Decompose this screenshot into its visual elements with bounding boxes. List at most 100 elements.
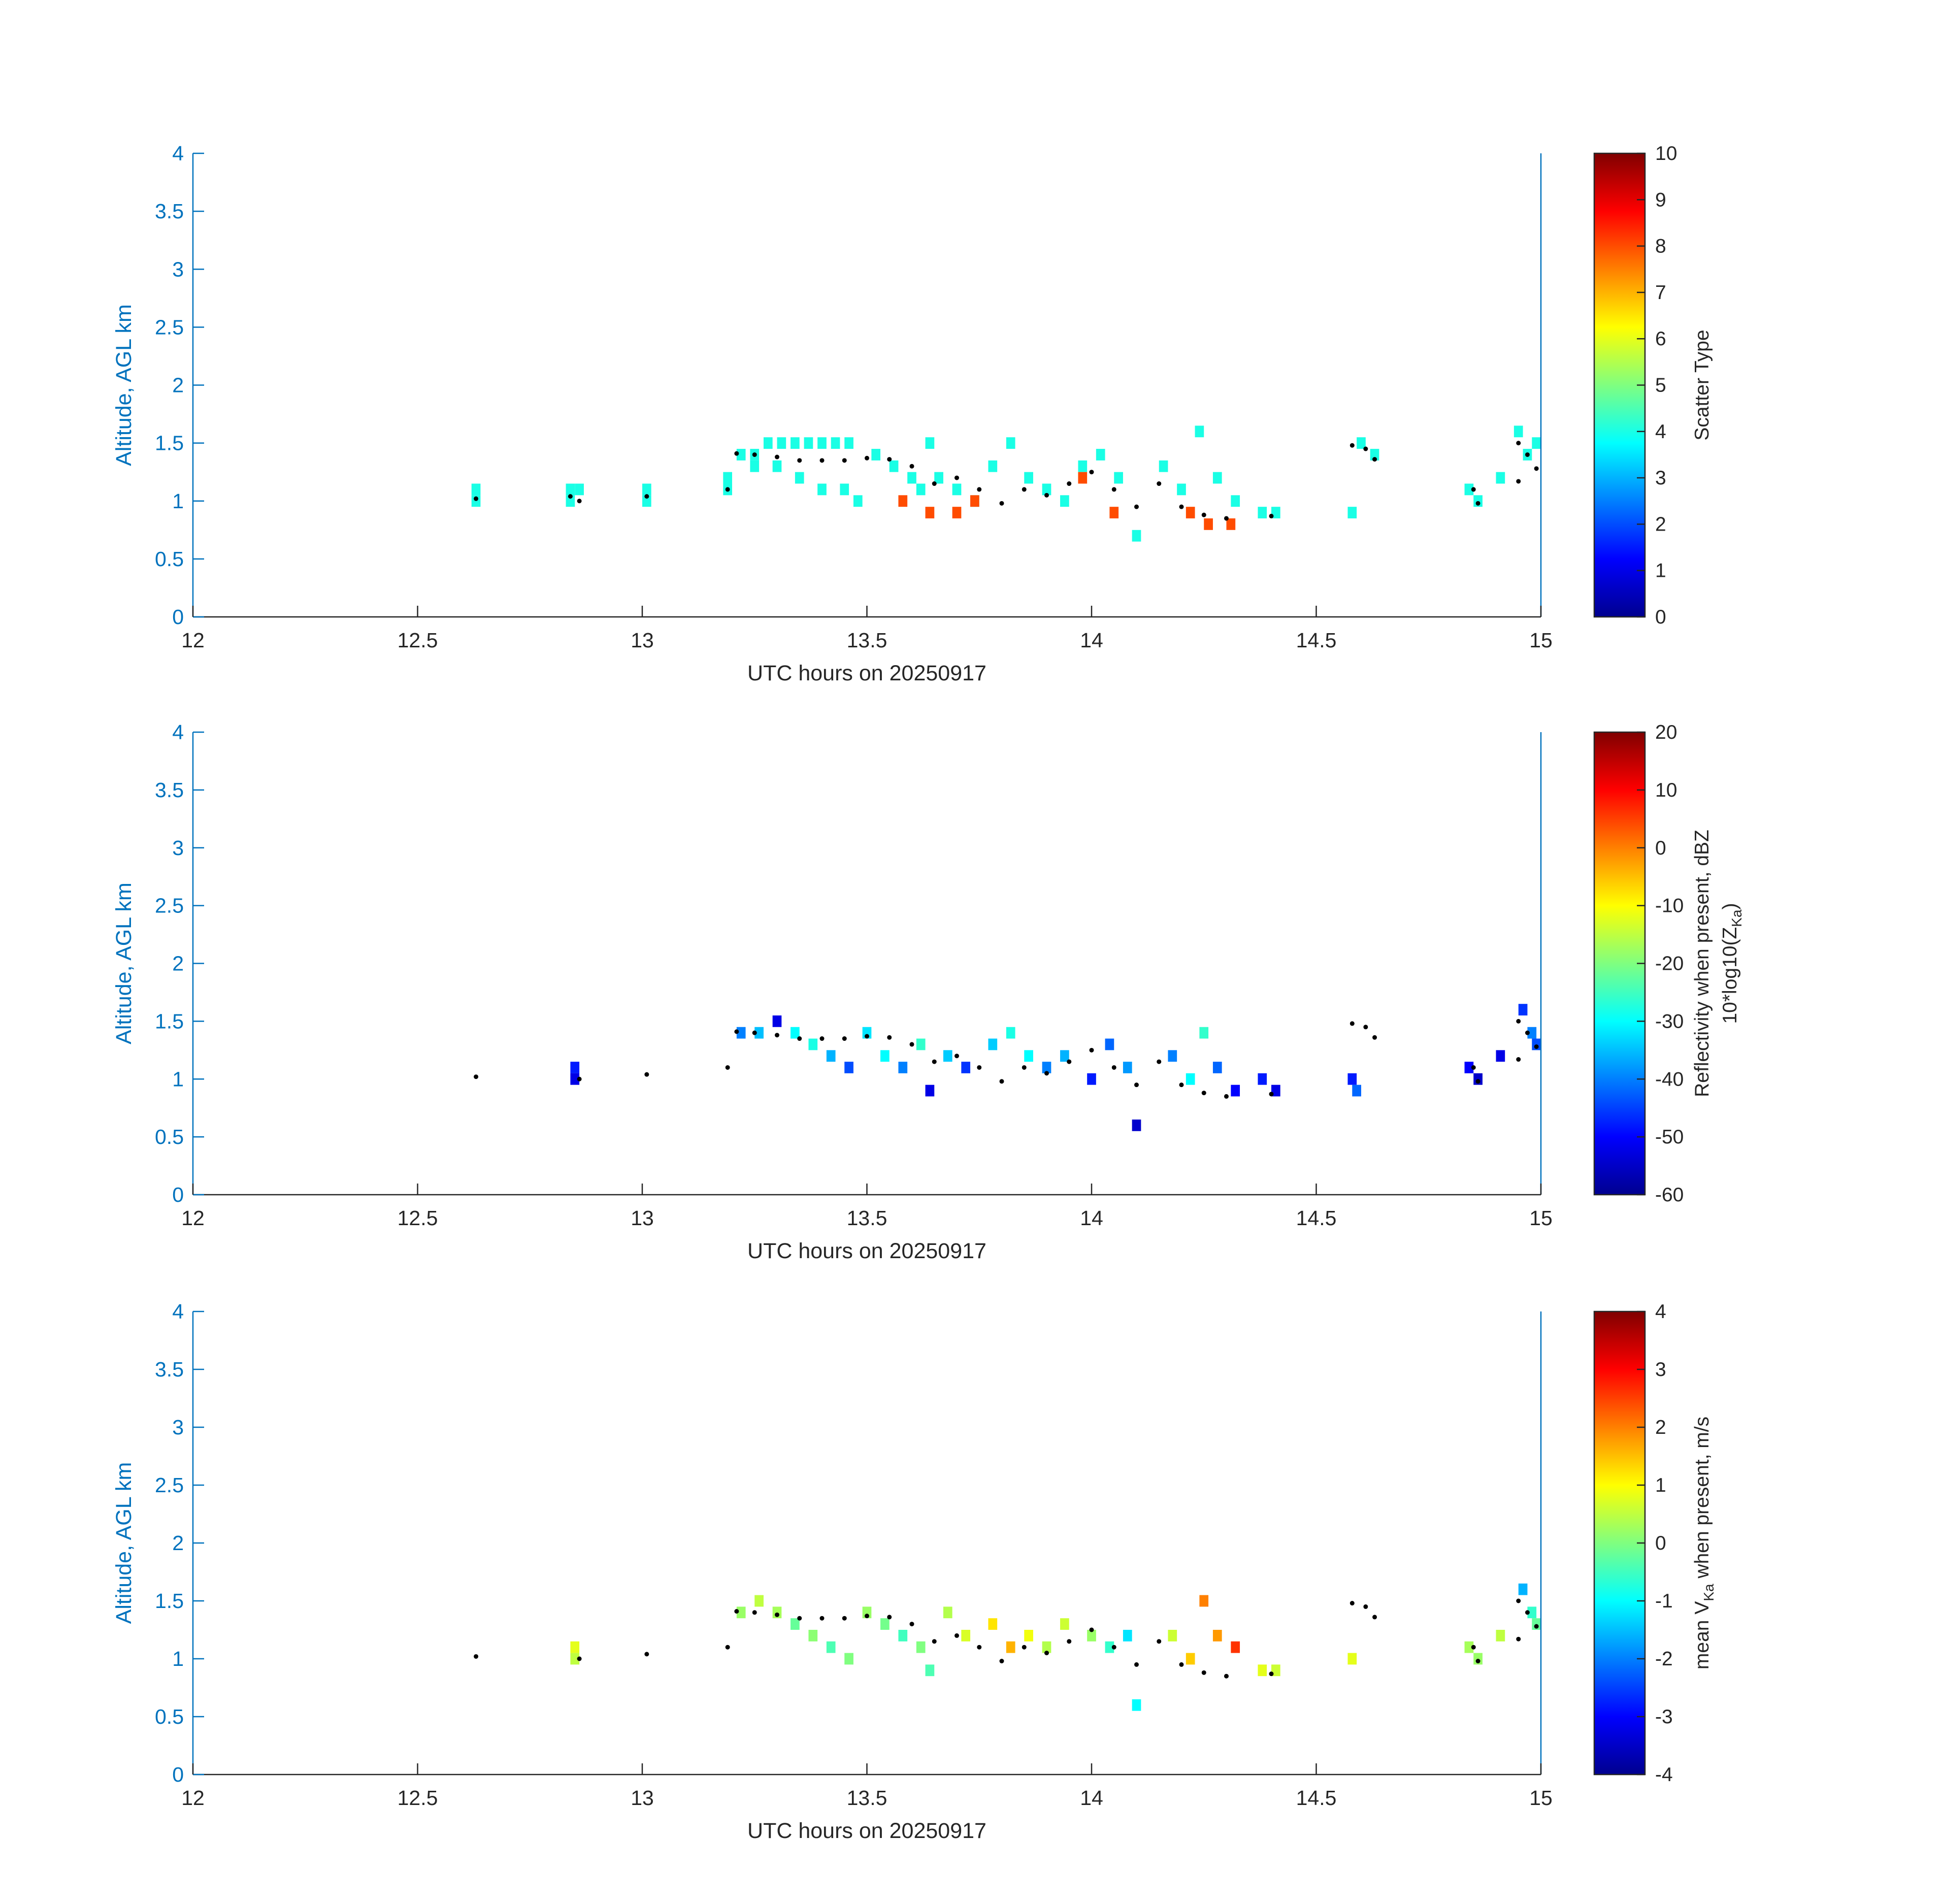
- data-point: [1224, 1673, 1229, 1679]
- y-tick-label: 2: [172, 952, 184, 975]
- heatmap-cell: [1132, 1699, 1141, 1711]
- heatmap-cell: [1132, 530, 1141, 542]
- heatmap-cell: [1513, 425, 1523, 438]
- heatmap-cell: [791, 437, 800, 449]
- x-tick-label: 14.5: [1296, 629, 1337, 652]
- heatmap-cell: [1060, 1050, 1069, 1062]
- data-point: [1363, 1025, 1368, 1030]
- heatmap-cell: [840, 483, 849, 496]
- data-point: [775, 1612, 779, 1617]
- data-point: [865, 455, 869, 461]
- colorbar-tick-label: 1: [1655, 560, 1666, 582]
- heatmap-cell: [925, 1085, 935, 1097]
- heatmap-cell: [1527, 1027, 1537, 1039]
- data-point: [1516, 1636, 1521, 1642]
- data-point: [752, 1030, 757, 1035]
- colorbar-tick-label: 20: [1655, 721, 1677, 743]
- heatmap-cell: [736, 1606, 746, 1619]
- y-tick-label: 1: [172, 1647, 184, 1670]
- heatmap-cell: [1271, 507, 1280, 518]
- data-point: [1179, 1082, 1184, 1088]
- x-tick-label: 15: [1529, 1206, 1553, 1230]
- heatmap-cell: [952, 483, 962, 496]
- heatmap-cell: [570, 1641, 580, 1653]
- heatmap-cell: [1370, 449, 1379, 461]
- heatmap-cell: [570, 1653, 580, 1665]
- heatmap-cell: [1078, 472, 1088, 484]
- colorbar-tick-label: -50: [1655, 1126, 1684, 1148]
- colorbar-tick-label: -2: [1655, 1648, 1673, 1670]
- heatmap-cell: [754, 1595, 764, 1607]
- y-tick-label: 0.5: [155, 1705, 184, 1728]
- heatmap-cell: [772, 460, 782, 472]
- colorbar-tick-label: -3: [1655, 1706, 1673, 1728]
- heatmap-cell: [1532, 1618, 1541, 1630]
- data-point: [797, 458, 802, 463]
- x-tick-label: 12.5: [398, 629, 438, 652]
- heatmap-cell: [925, 437, 935, 449]
- heatmap-cell: [1212, 1630, 1222, 1642]
- heatmap-cells: [471, 425, 1541, 542]
- heatmap-cell: [642, 483, 651, 496]
- heatmap-cell: [1258, 1664, 1267, 1677]
- heatmap-cell: [1024, 472, 1033, 484]
- colorbar-gradient: [1593, 152, 1646, 618]
- data-point: [1179, 1662, 1184, 1667]
- data-point: [1525, 1610, 1530, 1615]
- heatmap-cell: [880, 1618, 890, 1630]
- heatmap-cell: [772, 1606, 782, 1619]
- colorbar-tick-label: -1: [1655, 1590, 1673, 1612]
- heatmap-cell: [1042, 1062, 1051, 1073]
- data-point: [1201, 1670, 1206, 1675]
- heatmap-cell: [795, 472, 804, 484]
- x-tick-label: 12: [181, 1786, 205, 1810]
- heatmap-cell: [1078, 460, 1088, 472]
- data-point: [887, 457, 892, 462]
- data-point: [1534, 1044, 1539, 1049]
- heatmap-cell: [1226, 518, 1236, 530]
- data-point: [1089, 1627, 1094, 1632]
- heatmap-cell: [862, 1027, 872, 1039]
- data-point: [734, 451, 739, 456]
- heatmap-cell: [1212, 1062, 1222, 1073]
- data-point: [1534, 466, 1539, 471]
- y-tick-label: 2: [172, 374, 184, 397]
- y-tick-label: 3.5: [155, 778, 184, 802]
- data-point: [1157, 1059, 1162, 1064]
- x-tick-label: 13: [631, 1206, 654, 1230]
- heatmap-cell: [736, 1027, 746, 1039]
- data-point: [1111, 487, 1116, 492]
- heatmap-cell: [566, 483, 575, 496]
- data-point: [932, 481, 937, 486]
- data-point: [909, 1042, 914, 1047]
- heatmap-cell: [988, 460, 998, 472]
- data-point: [1067, 1059, 1072, 1064]
- heatmap-cell: [831, 437, 840, 449]
- data-point: [1067, 481, 1072, 486]
- heatmap-cell: [1473, 1653, 1483, 1665]
- heatmap-cell: [871, 449, 881, 461]
- x-tick-label: 14: [1080, 1786, 1103, 1810]
- data-point: [725, 1645, 730, 1650]
- heatmap-cell: [1347, 1073, 1357, 1085]
- y-tick-label: 0: [172, 1763, 184, 1786]
- data-point: [1269, 1092, 1274, 1097]
- data-point: [1134, 1082, 1139, 1088]
- data-point: [819, 1616, 825, 1621]
- heatmap-cell: [1518, 1004, 1528, 1015]
- x-axis-label: UTC hours on 20250917: [747, 661, 986, 685]
- heatmap-cell: [1212, 472, 1222, 484]
- data-point: [1179, 504, 1184, 509]
- heatmap-cell: [961, 1630, 971, 1642]
- data-point: [775, 454, 779, 459]
- heatmap-cell: [1204, 518, 1213, 530]
- data-point: [999, 1079, 1004, 1084]
- heatmap-cell: [880, 1050, 890, 1062]
- y-axis-label: Altitude, AGL km: [112, 304, 136, 466]
- data-point: [1022, 1645, 1027, 1650]
- y-tick-label: 3: [172, 836, 184, 860]
- y-tick-label: 1: [172, 1067, 184, 1091]
- data-point: [1475, 1079, 1480, 1084]
- heatmap-cell: [934, 472, 943, 484]
